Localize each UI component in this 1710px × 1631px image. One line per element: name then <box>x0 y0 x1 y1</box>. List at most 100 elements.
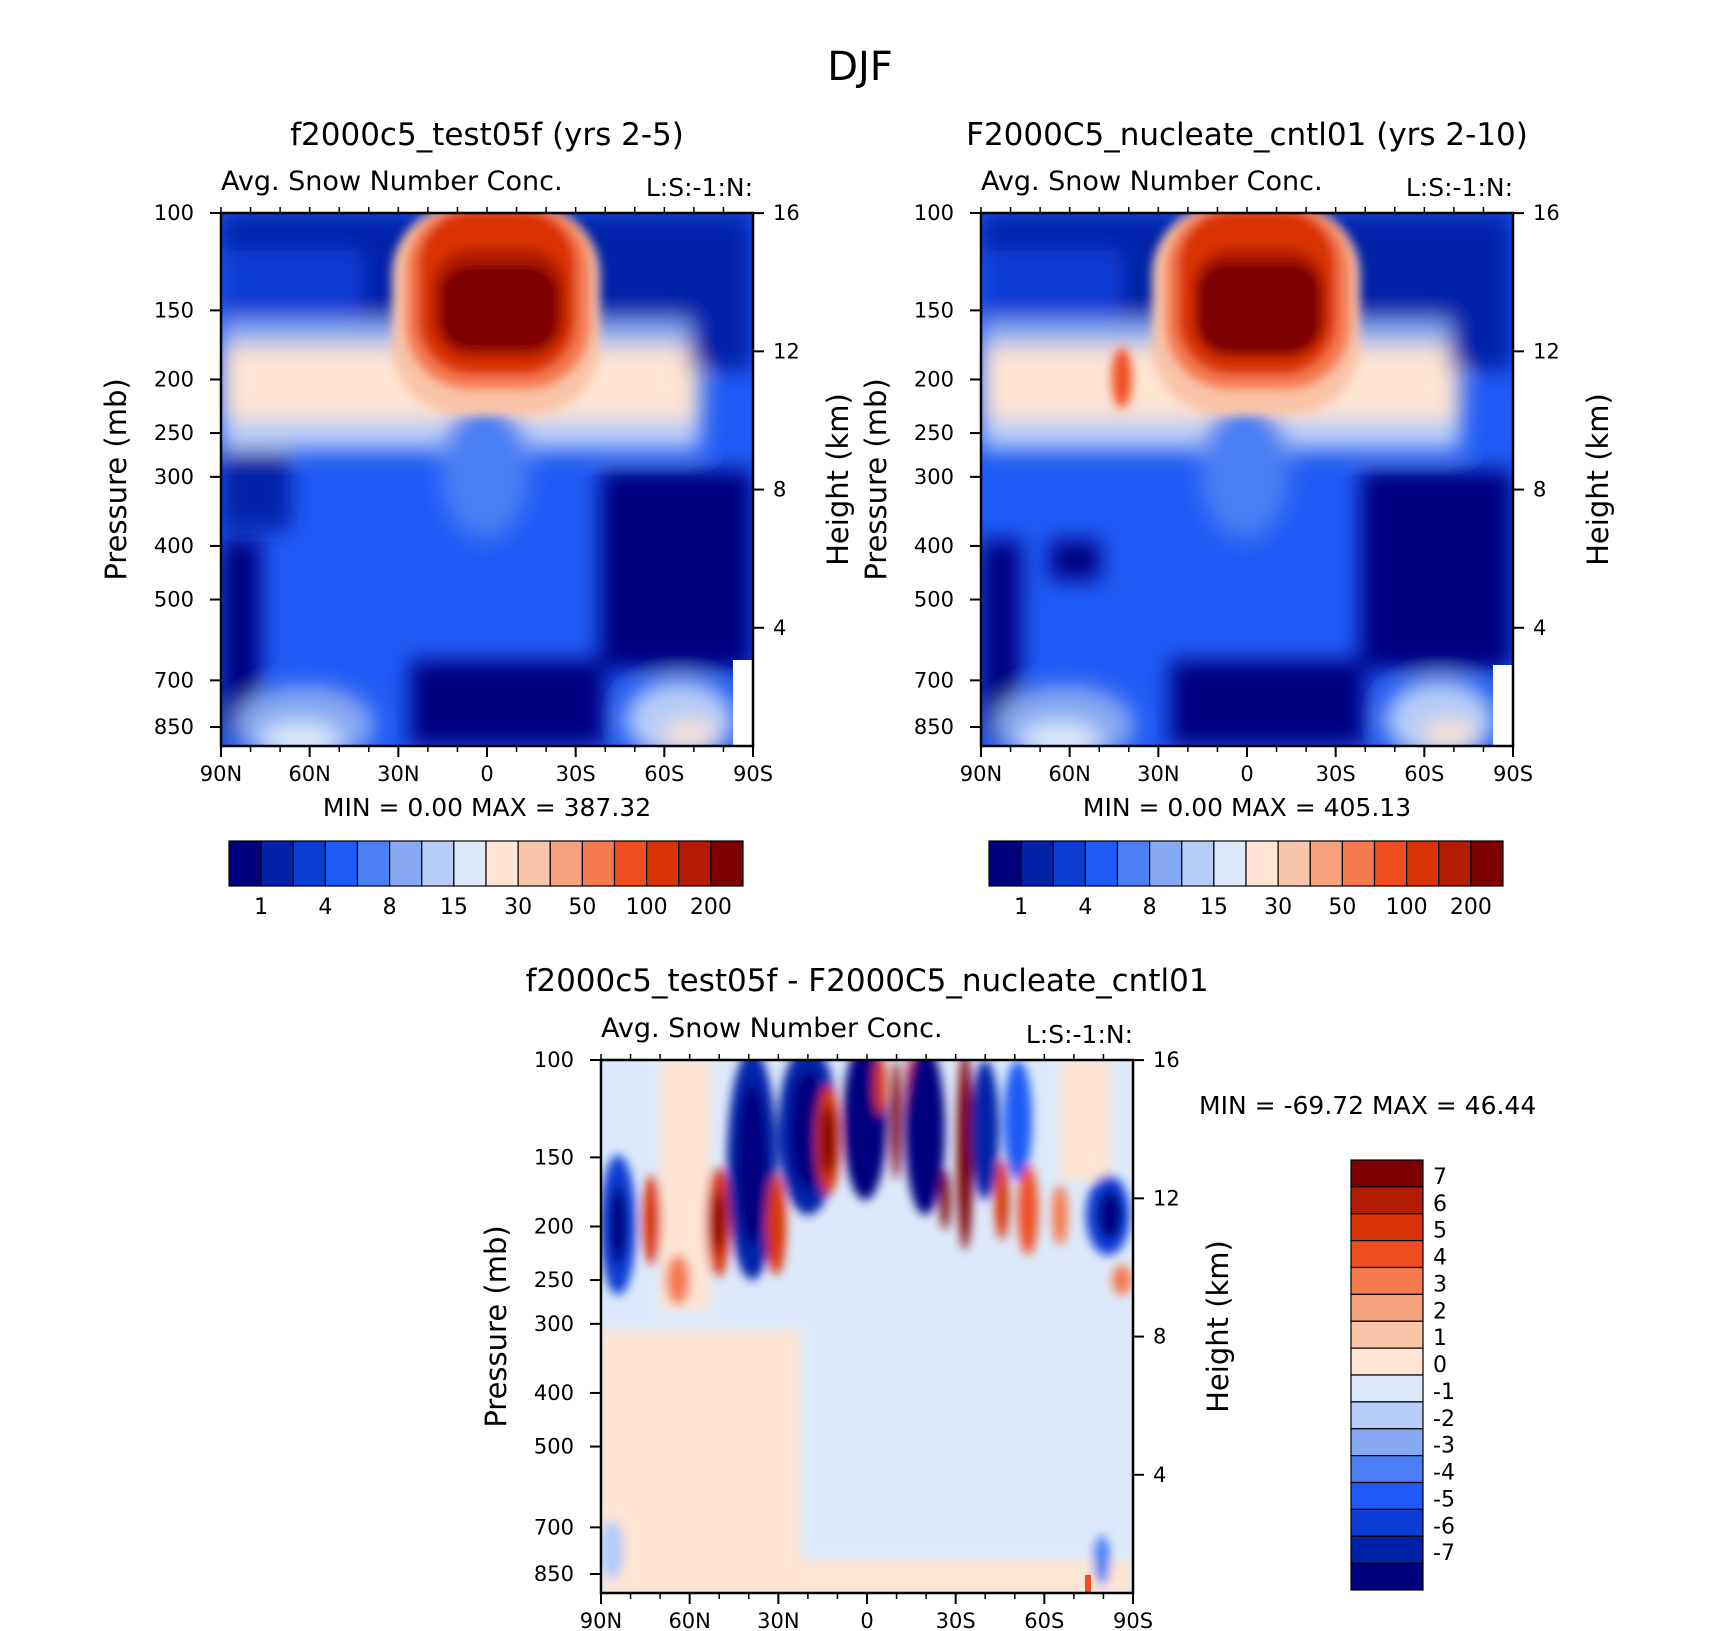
x-tick-label: 90N <box>200 762 242 786</box>
y2-tick-label: 8 <box>1533 478 1546 502</box>
colorbar-swatch <box>1245 840 1279 887</box>
x-tick-label: 60S <box>644 762 684 786</box>
colorbar-swatch <box>1350 1186 1424 1215</box>
x-tick-label: 30S <box>556 762 596 786</box>
low-south-light <box>625 680 735 746</box>
colorbar-swatch <box>1213 840 1247 887</box>
colorbar-label: -3 <box>1433 1434 1455 1459</box>
colorbar-swatch <box>613 840 648 887</box>
y2-tick-label: 8 <box>1153 1325 1166 1349</box>
y-tick-label: 700 <box>914 668 954 692</box>
colorbar-label: 200 <box>690 895 732 920</box>
colorbar: 1 4 8 15 30 50 100 200 <box>228 840 744 920</box>
y-tick-label: 300 <box>914 465 954 489</box>
anomaly-cells <box>601 1060 1132 1593</box>
colorbar-swatch <box>1116 840 1151 887</box>
colorbar-swatch <box>1350 1159 1424 1188</box>
colorbar-swatch <box>1350 1293 1424 1322</box>
colorbar-label: -1 <box>1433 1380 1455 1405</box>
y-tick-label: 700 <box>154 668 194 692</box>
y-tick-label: 250 <box>534 1268 574 1292</box>
panel-subtitle: Avg. Snow Number Conc. <box>221 166 563 197</box>
stats-text: MIN = 0.00 MAX = 405.13 <box>1083 793 1411 822</box>
x-tick-label: 90S <box>1493 762 1533 786</box>
colorbar-label: 1 <box>1014 895 1028 920</box>
colorbar-label: -7 <box>1433 1541 1455 1566</box>
x-tick-label: 0 <box>1240 762 1253 786</box>
colorbar-swatch <box>1350 1508 1424 1537</box>
panel-title: f2000c5_test05f - F2000C5_nucleate_cntl0… <box>525 963 1208 999</box>
figure-title: DJF <box>827 44 893 90</box>
y2-tick-label: 4 <box>1153 1463 1166 1487</box>
colorbar: 1 4 8 15 30 50 100 200 <box>988 840 1504 920</box>
y-tick-label: 300 <box>154 465 194 489</box>
colorbar-label: 3 <box>1433 1272 1447 1297</box>
field-plot <box>981 213 1513 746</box>
y-tick-label: 100 <box>534 1048 574 1072</box>
colorbar-label: 2 <box>1433 1299 1447 1324</box>
colorbar-swatch <box>389 840 423 887</box>
missing-data <box>733 660 753 746</box>
colorbar-label: 50 <box>1328 895 1356 920</box>
units-label: L:S:-1:N: <box>646 173 753 202</box>
x-tick-label: 90S <box>1113 1609 1153 1631</box>
colorbar-label: 8 <box>383 895 397 920</box>
y-tick-label: 500 <box>914 588 954 612</box>
panel-nucleate-cntl01: F2000C5_nucleate_cntl01 (yrs 2-10) Avg. … <box>859 117 1615 920</box>
y-tick-label: 100 <box>914 201 954 225</box>
colorbar-swatch <box>1350 1320 1424 1349</box>
stats-text: MIN = -69.72 MAX = 46.44 <box>1199 1091 1536 1120</box>
colorbar-label: 6 <box>1433 1192 1447 1217</box>
axes: 90N 60N 30N 0 30S 60S 90S 100 150 200 250 300 400 500… <box>479 1048 1235 1631</box>
colorbar-swatch <box>1350 1481 1424 1510</box>
low-north-lighter <box>260 722 340 746</box>
colorbar-label: 4 <box>1433 1246 1447 1271</box>
y-tick-label: 150 <box>534 1145 574 1169</box>
missing-data <box>1493 665 1513 746</box>
colorbar-swatch <box>1438 840 1472 887</box>
y-tick-label: 200 <box>534 1214 574 1238</box>
colorbar-swatch <box>646 840 680 887</box>
colorbar-swatch <box>1350 1213 1424 1242</box>
colorbar-swatch <box>1350 1347 1424 1376</box>
colorbar-swatch <box>581 840 616 887</box>
colorbar-swatch <box>988 840 1022 887</box>
x-tick-label: 90N <box>960 762 1002 786</box>
x-tick-label: 0 <box>480 762 493 786</box>
units-label: L:S:-1:N: <box>1406 173 1513 202</box>
y-tick-label: 850 <box>914 715 954 739</box>
y-tick-label: 100 <box>154 201 194 225</box>
colorbar-swatch <box>1350 1266 1424 1295</box>
x-tick-label: 30N <box>1137 762 1179 786</box>
colorbar-label: -5 <box>1433 1487 1455 1512</box>
y2-tick-label: 12 <box>1153 1186 1180 1210</box>
colorbar-swatch <box>453 840 487 887</box>
south-pole-blue <box>690 250 753 370</box>
colorbar-swatch <box>485 840 519 887</box>
tropical-maximum <box>392 213 600 415</box>
y2-tick-label: 4 <box>1533 616 1546 640</box>
colorbar-label: 15 <box>440 895 468 920</box>
y-tick-label: 150 <box>154 298 194 322</box>
colorbar-swatch <box>1149 840 1183 887</box>
axes: 90N 60N 30N 0 30S 60S 90S 100 150 200 250 300 400 500… <box>99 201 855 786</box>
north-mid-blue <box>221 450 291 530</box>
field-plot <box>601 1060 1133 1593</box>
colorbar-swatch <box>1350 1374 1424 1403</box>
colorbar-label: 50 <box>568 895 596 920</box>
colorbar-swatch <box>1350 1401 1424 1430</box>
colorbar-swatch <box>1373 840 1408 887</box>
colorbar-swatch <box>1350 1562 1424 1591</box>
panel-subtitle: Avg. Snow Number Conc. <box>601 1013 943 1044</box>
x-tick-label: 60N <box>1048 762 1090 786</box>
colorbar-label: 8 <box>1143 895 1157 920</box>
low-south-warm <box>1422 721 1478 746</box>
y-tick-label: 400 <box>534 1381 574 1405</box>
y-tick-label: 400 <box>154 534 194 558</box>
x-tick-label: 90N <box>580 1609 622 1631</box>
y-axis-title: Pressure (mb) <box>859 378 893 580</box>
low-south-light <box>1385 680 1495 746</box>
upper-blue-band <box>221 250 361 320</box>
